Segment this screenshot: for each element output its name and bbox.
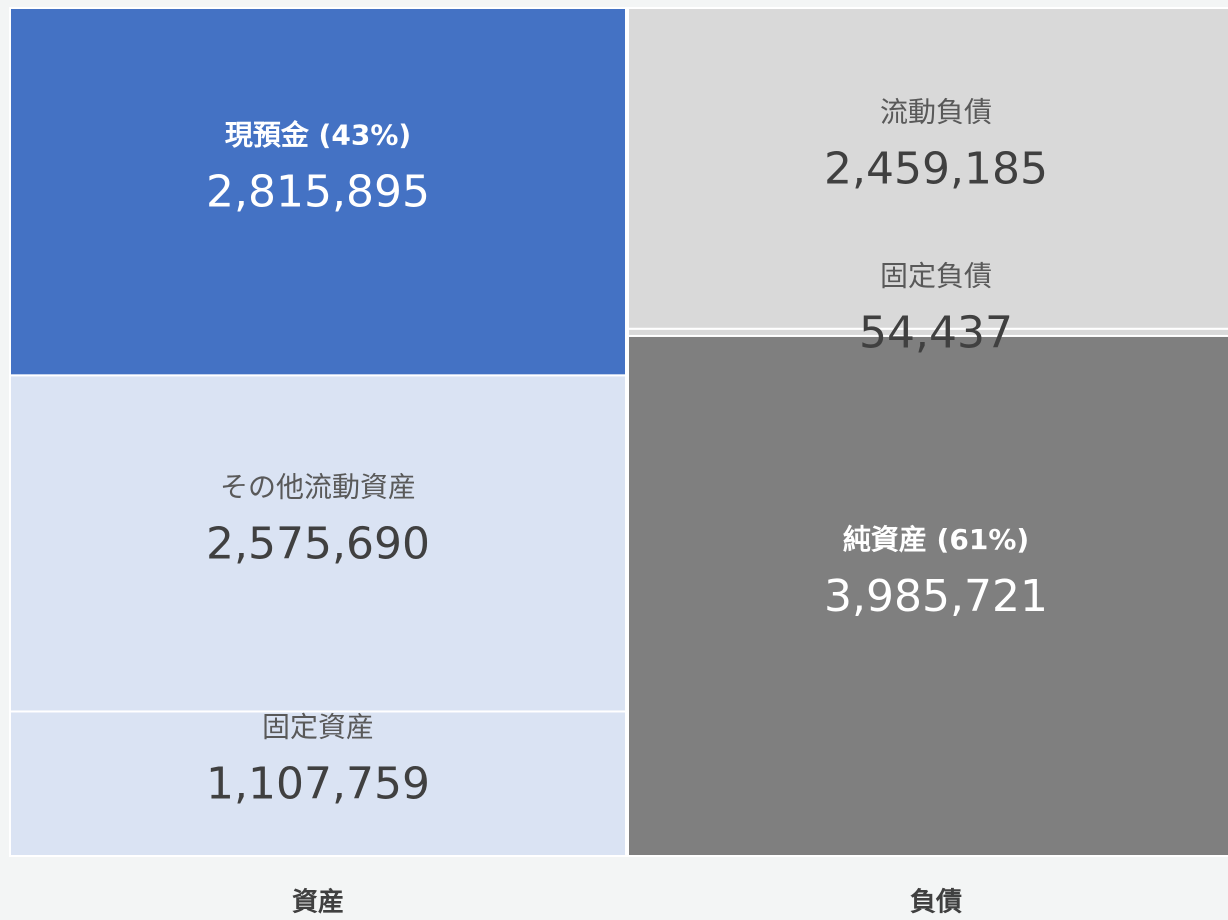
x-tick-label: 負債 [910,888,962,918]
segment-name: 固定負債 [880,259,992,292]
segment [9,710,627,857]
segment-value: 1,107,759 [206,759,430,810]
segment-name: 流動負債 [880,95,992,128]
segment-value: 2,575,690 [206,518,430,569]
segment [9,374,627,713]
segment-value: 3,985,721 [824,571,1048,622]
segment-name: その他流動資産 [220,470,416,503]
segment [9,7,627,377]
segment [627,7,1228,330]
segment-value: 54,437 [859,307,1013,358]
segment [627,334,1228,857]
segment-name: 現預金 (43%) [225,119,411,152]
x-tick-label: 資産 [292,887,344,918]
segment-name: 純資産 (61%) [843,523,1029,556]
segment-name: 固定資産 [262,711,374,744]
segment-value: 2,459,185 [824,143,1048,194]
segment-value: 2,815,895 [206,167,430,218]
